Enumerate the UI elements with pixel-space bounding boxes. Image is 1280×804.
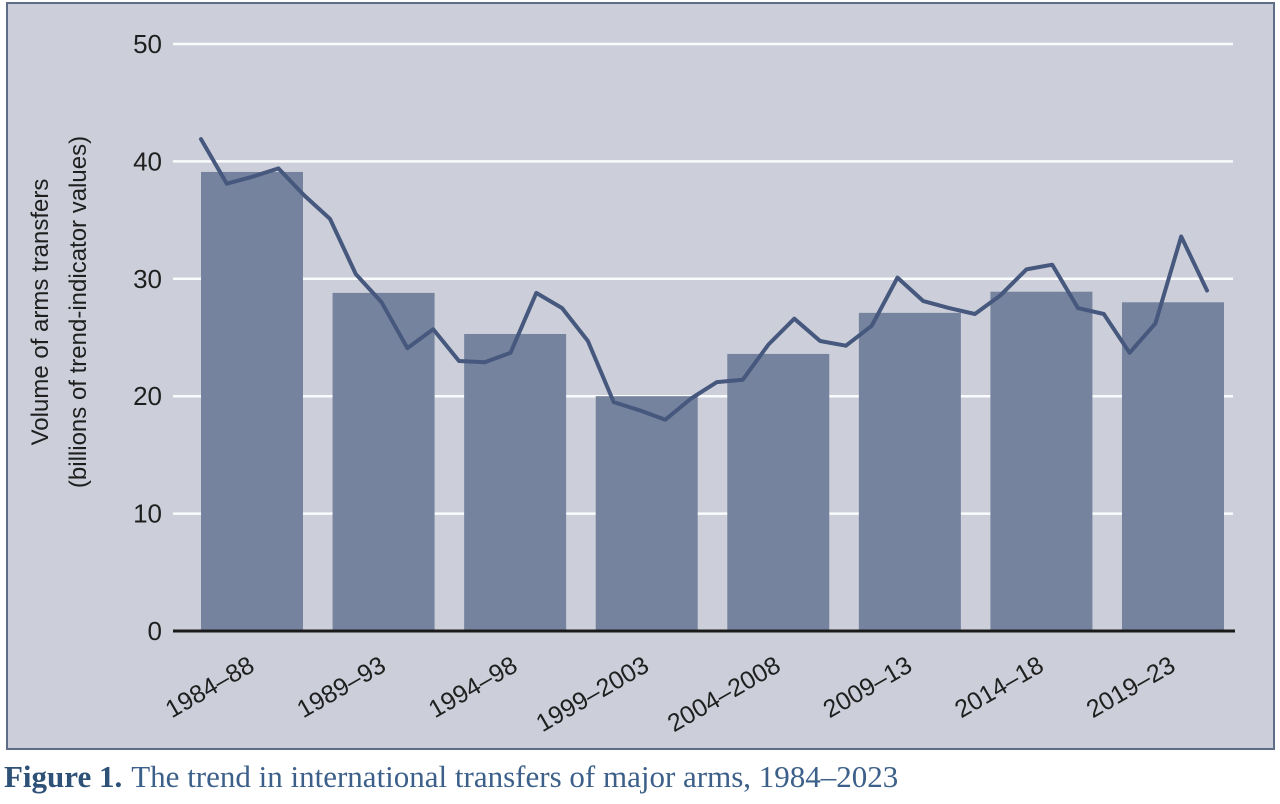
y-tick-labels: 0 10 20 30 40 50 xyxy=(133,29,162,646)
ytick-label-0: 0 xyxy=(148,616,162,646)
ytick-label-50: 50 xyxy=(133,29,162,59)
bar-2009-13 xyxy=(858,312,961,631)
ytick-label-20: 20 xyxy=(133,381,162,411)
figure-caption: Figure 1. The trend in international tran… xyxy=(4,757,1276,797)
y-axis-title-line2: (billions of trend-indicator values) xyxy=(65,136,92,488)
y-axis-title-line1: Volume of arms transfers xyxy=(27,179,54,446)
bar-1994-98 xyxy=(464,333,567,631)
trend-line xyxy=(199,137,1209,422)
figure-caption-title: The trend in international transfers of … xyxy=(131,759,899,794)
ytick-label-10: 10 xyxy=(133,499,162,529)
bar-1999-2003 xyxy=(595,396,698,631)
ytick-label-40: 40 xyxy=(133,146,162,176)
bar-2004-2008 xyxy=(727,353,830,631)
bar-series xyxy=(201,171,1224,631)
bar-2019-23 xyxy=(1121,302,1224,631)
figure-caption-label: Figure 1. xyxy=(4,759,123,794)
ytick-label-30: 30 xyxy=(133,264,162,294)
bar-1989-93 xyxy=(332,292,435,631)
bar-2014-18 xyxy=(990,291,1093,631)
bar-1984-88 xyxy=(201,171,303,631)
